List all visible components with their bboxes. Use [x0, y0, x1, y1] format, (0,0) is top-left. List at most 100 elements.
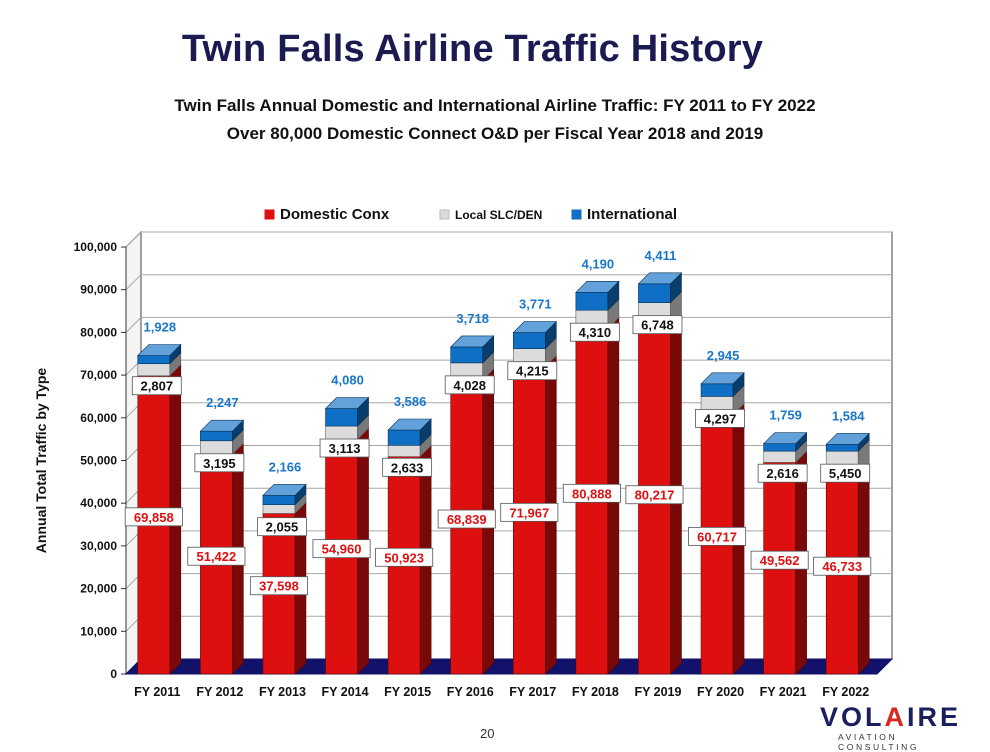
data-label-domestic: 49,562 — [760, 553, 800, 568]
data-label-local: 3,113 — [329, 441, 361, 456]
data-label-local: 6,748 — [641, 318, 674, 333]
bar-international-front — [512, 332, 546, 350]
logo-wordmark: VOLAIRE — [820, 702, 962, 732]
y-tick-label: 30,000 — [80, 539, 117, 553]
data-label-local-box — [820, 463, 871, 483]
bar-international-top — [637, 272, 683, 285]
data-label-local: 4,028 — [453, 378, 486, 393]
data-label-local-box — [131, 376, 182, 396]
bar-international-top — [324, 397, 370, 409]
bar-international-top — [512, 321, 558, 333]
chart-floor — [124, 658, 894, 675]
bar-international-top — [762, 432, 808, 444]
data-label-international: 1,928 — [144, 319, 177, 334]
bar-international-front — [638, 283, 671, 303]
data-label-domestic-box — [688, 526, 747, 546]
bar-local-front — [387, 445, 421, 457]
page-title: Twin Falls Airline Traffic History — [181, 28, 764, 70]
gridline-side — [125, 231, 142, 248]
x-tick-label: FY 2013 — [259, 685, 306, 699]
bar-international-front — [200, 430, 233, 442]
data-label-domestic: 37,598 — [259, 579, 299, 594]
data-label-domestic: 68,839 — [447, 512, 487, 527]
x-tick-label: FY 2021 — [760, 685, 807, 699]
data-label-domestic-box — [187, 546, 246, 566]
gridline-side — [125, 274, 142, 291]
y-tick-label: 10,000 — [80, 624, 117, 638]
bar-international-front — [575, 292, 609, 311]
data-label-domestic: 80,888 — [572, 486, 612, 501]
gridline-side — [125, 317, 142, 333]
data-label-international: 2,247 — [206, 395, 239, 410]
data-label-local: 4,297 — [704, 411, 737, 426]
data-label-local-box — [382, 457, 433, 477]
legend-swatch — [571, 209, 582, 220]
bar-international-top — [825, 433, 870, 445]
data-label-international: 3,771 — [519, 297, 552, 312]
data-label-domestic: 54,960 — [322, 542, 362, 557]
x-tick-label: FY 2014 — [322, 685, 369, 699]
x-tick-label: FY 2017 — [509, 685, 556, 699]
y-tick-label: 90,000 — [80, 283, 117, 297]
bar-international-front — [387, 429, 421, 446]
data-label-local-box — [507, 361, 558, 381]
data-label-local-box — [757, 463, 808, 483]
data-label-domestic-box — [625, 485, 684, 505]
x-tick-label: FY 2011 — [134, 685, 180, 699]
data-label-local-box — [569, 322, 620, 342]
bar-international-top — [137, 344, 182, 356]
data-label-local-box — [194, 453, 245, 473]
y-tick-label: 100,000 — [74, 240, 118, 254]
bar-international-top — [449, 335, 495, 348]
bar-local-front — [262, 504, 296, 514]
y-tick-label: 80,000 — [80, 325, 117, 339]
data-label-domestic-box — [813, 556, 872, 576]
legend-label: International — [587, 206, 677, 223]
bar-international-top — [700, 372, 745, 385]
data-label-local: 2,633 — [391, 460, 424, 475]
y-tick-label: 0 — [110, 667, 117, 681]
page-number: 20 — [480, 726, 495, 741]
y-tick-label: 70,000 — [80, 368, 117, 382]
y-tick-label: 60,000 — [80, 411, 117, 425]
data-label-domestic: 50,923 — [384, 550, 424, 565]
legend-label: Local SLC/DEN — [455, 208, 542, 222]
data-label-local-box — [444, 375, 495, 395]
x-tick-label: FY 2018 — [572, 685, 619, 699]
bar-international-front — [825, 444, 859, 452]
data-label-local: 3,195 — [203, 456, 236, 471]
data-label-domestic-box — [375, 547, 434, 567]
data-label-local-box — [632, 315, 683, 335]
bar-international-front — [262, 495, 296, 505]
chart-subtitle-1: Twin Falls Annual Domestic and Internati… — [174, 96, 816, 115]
bar-local-front — [200, 440, 233, 455]
x-tick-label: FY 2019 — [634, 685, 681, 699]
x-tick-label: FY 2016 — [447, 685, 494, 699]
data-label-local: 5,450 — [829, 466, 862, 481]
bar-international-top — [199, 419, 245, 432]
legend-swatch — [264, 209, 275, 220]
bar-international-front — [700, 383, 734, 397]
data-label-domestic: 69,858 — [134, 510, 174, 525]
data-label-domestic-box — [750, 550, 809, 570]
data-label-domestic: 46,733 — [822, 559, 862, 574]
x-tick-label: FY 2012 — [196, 685, 243, 699]
bar-local-front — [763, 450, 796, 463]
data-label-domestic-box — [562, 483, 621, 503]
x-tick-label: FY 2022 — [822, 685, 869, 699]
data-label-domestic: 80,217 — [635, 488, 675, 503]
data-label-domestic-box — [500, 502, 559, 522]
data-label-local: 4,215 — [516, 364, 549, 379]
x-tick-label: FY 2020 — [697, 685, 744, 699]
data-label-international: 4,190 — [582, 256, 615, 271]
bar-international-front — [763, 443, 796, 452]
data-label-international: 1,584 — [832, 408, 865, 423]
data-label-international: 2,166 — [269, 459, 302, 474]
volaire-logo: VOLAIRE AVIATION CONSULTING — [820, 703, 970, 752]
data-label-domestic: 51,422 — [196, 549, 236, 564]
bar-local-front — [137, 363, 171, 377]
data-label-domestic-box — [437, 509, 496, 529]
data-label-local: 2,055 — [266, 520, 299, 535]
y-tick-label: 40,000 — [80, 496, 117, 510]
data-label-local: 2,616 — [766, 466, 799, 481]
